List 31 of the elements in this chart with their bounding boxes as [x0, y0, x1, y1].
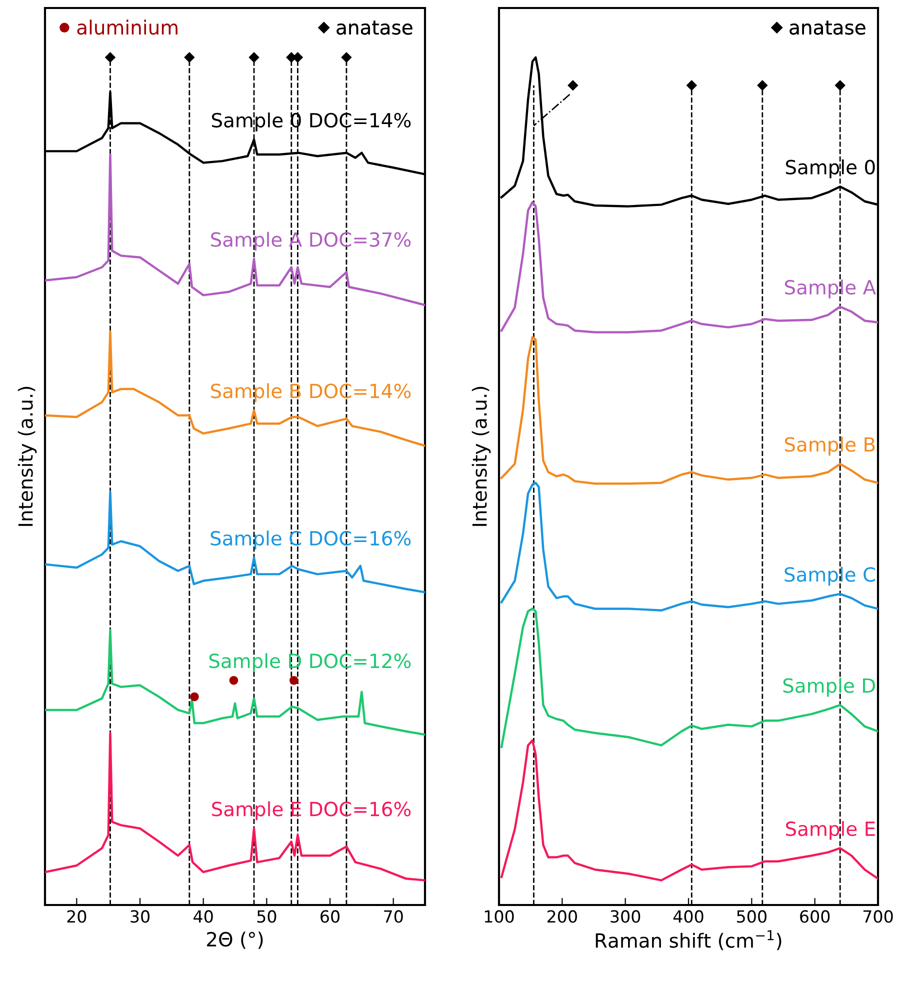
x-tick-label: 70 [384, 910, 403, 923]
legend-label: aluminium [77, 20, 178, 35]
x-tick-label: 60 [320, 910, 340, 923]
series-label: Sample A DOC=37% [211, 232, 411, 251]
series-label: Sample B [784, 436, 875, 456]
x-axis-title: 2Θ (°) [207, 932, 263, 949]
x-tick-label: 20 [67, 910, 86, 923]
legend-label: anatase [790, 20, 866, 35]
y-axis-title: Intensity (a.u.) [472, 386, 491, 526]
series-label: Sample C DOC=16% [210, 530, 411, 550]
y-axis-title: Intensity (a.u.) [18, 386, 37, 526]
x-tick-label: 400 [673, 910, 704, 923]
series-label: Sample E DOC=16% [212, 801, 411, 820]
x-tick-label: 600 [800, 910, 830, 923]
series-label: Sample D [783, 678, 875, 697]
series-label: Sample E [786, 821, 875, 840]
series-label: Sample C [784, 566, 876, 586]
x-tick-label: 700 [863, 910, 893, 923]
x-tick-label: 50 [257, 910, 276, 923]
x-tick-label: 30 [130, 910, 150, 923]
x-axis-title: Raman shift (cm$^{−1}$) [596, 930, 782, 950]
x-tick-label: 200 [547, 910, 577, 923]
x-tick-label: 500 [737, 910, 766, 923]
x-tick-label: 300 [610, 910, 640, 923]
x-tick-label: 100 [484, 910, 514, 923]
x-tick-label: 40 [194, 910, 213, 923]
series-label: Sample B DOC=14% [211, 383, 411, 402]
legend-label: anatase [336, 20, 412, 35]
series-label: Sample A [784, 280, 876, 298]
series-label: Sample D DOC=12% [209, 653, 411, 672]
series-label: Sample 0 [786, 159, 875, 178]
